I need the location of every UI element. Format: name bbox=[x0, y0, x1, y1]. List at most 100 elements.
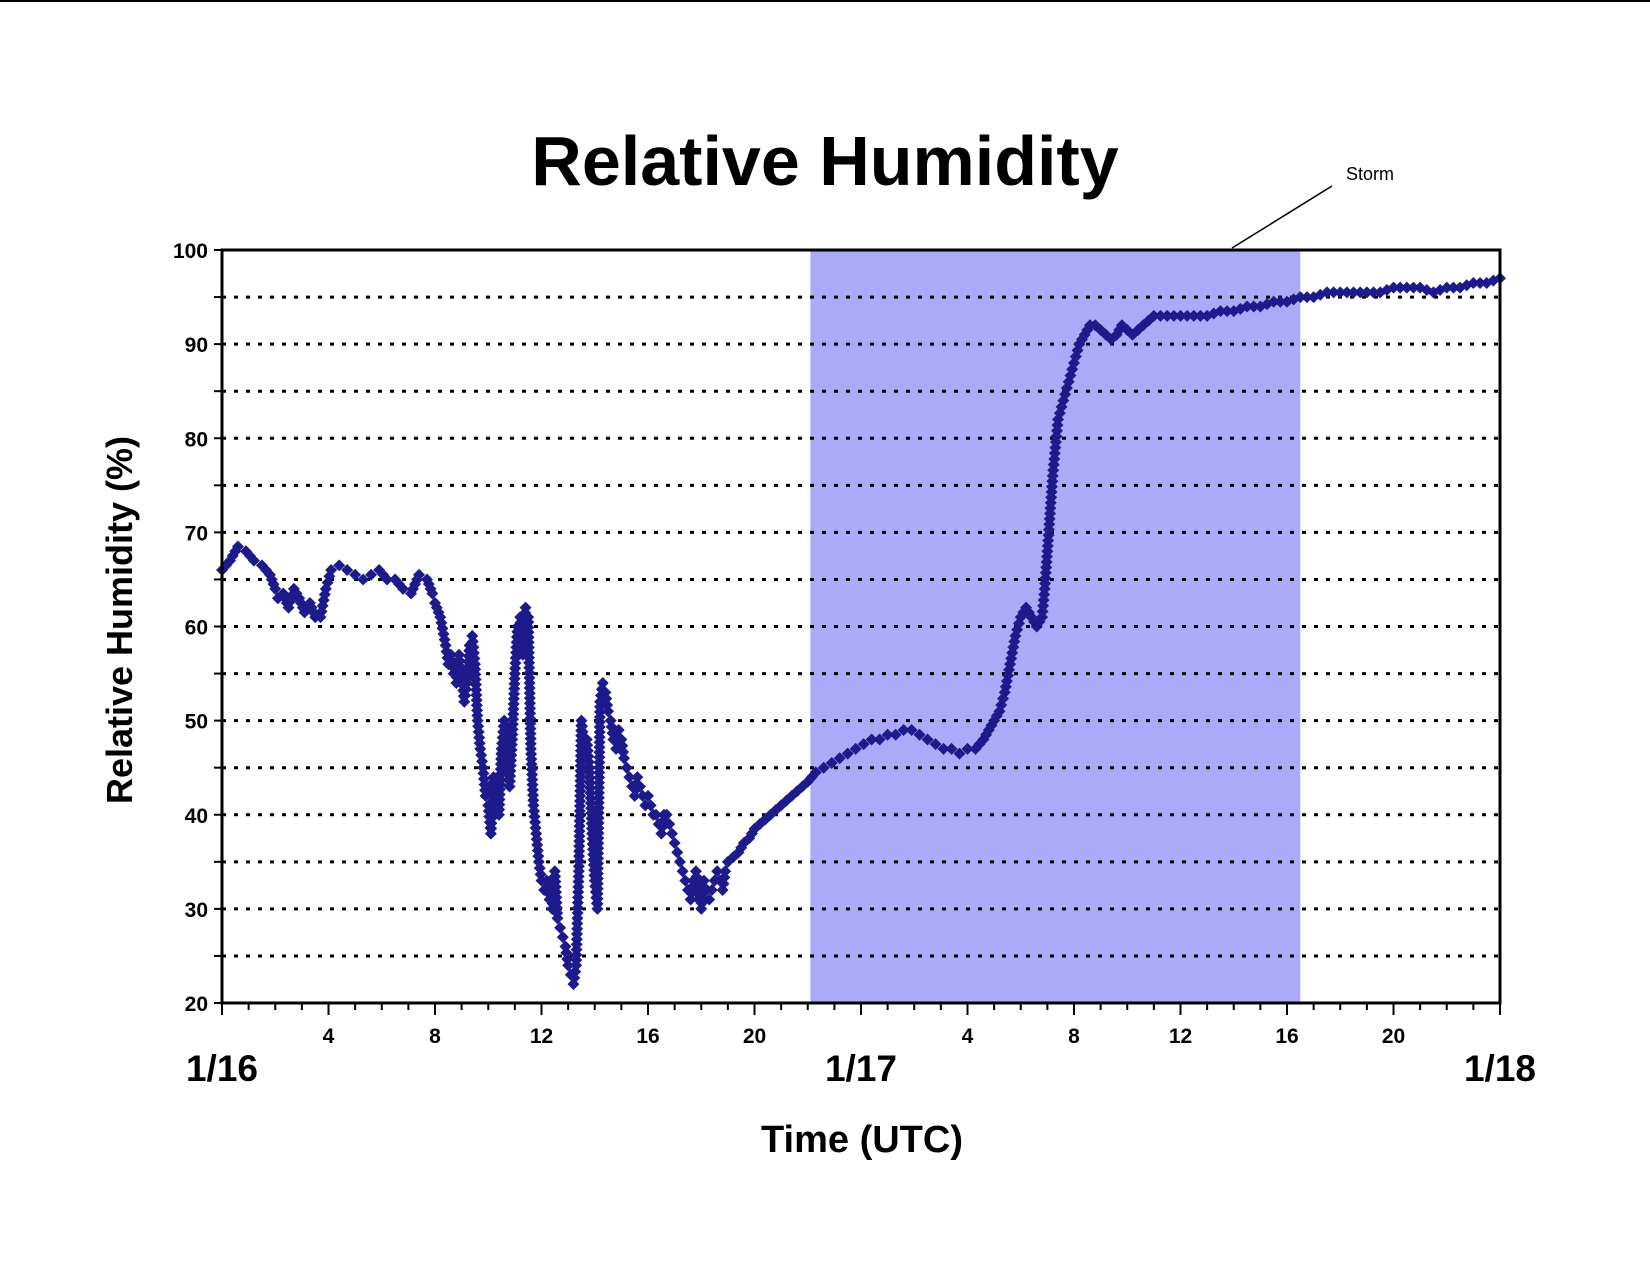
data-point bbox=[620, 761, 633, 774]
data-point bbox=[556, 931, 569, 944]
storm-annotation-leader bbox=[1231, 185, 1333, 249]
data-point bbox=[889, 728, 902, 741]
y-tick-label: 90 bbox=[185, 334, 208, 357]
data-point bbox=[1387, 281, 1400, 294]
x-axis-label: Time (UTC) bbox=[761, 1119, 963, 1161]
data-point-fill bbox=[1354, 286, 1367, 299]
data-point bbox=[1214, 305, 1227, 318]
y-tick-label: 70 bbox=[185, 522, 208, 545]
x-hour-label: 12 bbox=[1169, 1025, 1192, 1048]
data-point-fill bbox=[1274, 295, 1287, 308]
data-point bbox=[881, 728, 894, 741]
data-point bbox=[365, 568, 378, 581]
data-point bbox=[596, 676, 609, 689]
data-point bbox=[618, 752, 631, 765]
data-point bbox=[231, 540, 244, 553]
data-point bbox=[562, 959, 575, 972]
y-tick-label: 50 bbox=[185, 711, 208, 734]
data-point bbox=[554, 921, 567, 934]
data-point-fill bbox=[1247, 300, 1260, 313]
data-point bbox=[961, 742, 974, 755]
grid-lines bbox=[222, 295, 1500, 958]
x-day-label: 1/17 bbox=[825, 1048, 897, 1089]
data-point bbox=[644, 799, 657, 812]
data-point bbox=[1161, 309, 1174, 322]
data-point bbox=[825, 756, 838, 769]
data-point bbox=[1174, 309, 1187, 322]
data-point bbox=[551, 912, 564, 925]
data-point bbox=[817, 761, 830, 774]
data-point bbox=[705, 884, 718, 897]
x-hour-label: 8 bbox=[429, 1025, 441, 1048]
data-point bbox=[1400, 281, 1413, 294]
data-point-fill bbox=[1394, 281, 1407, 294]
data-point bbox=[1347, 286, 1360, 299]
data-points bbox=[216, 272, 1506, 991]
data-point bbox=[673, 855, 686, 868]
data-point bbox=[634, 780, 647, 793]
top-rule bbox=[0, 0, 1650, 2]
data-point bbox=[612, 724, 625, 737]
data-point bbox=[1440, 281, 1453, 294]
data-point bbox=[349, 568, 362, 581]
data-point bbox=[865, 733, 878, 746]
y-axis-label: Relative Humidity (%) bbox=[99, 436, 140, 804]
data-point bbox=[703, 893, 716, 906]
data-point bbox=[676, 865, 689, 878]
data-point bbox=[426, 587, 439, 600]
x-hour-label: 8 bbox=[1068, 1025, 1080, 1048]
data-point-fill bbox=[1407, 281, 1420, 294]
data-point-fill bbox=[1340, 286, 1353, 299]
x-day-label: 1/16 bbox=[186, 1048, 258, 1089]
data-point-fill bbox=[1367, 286, 1380, 299]
x-hour-label: 20 bbox=[743, 1025, 766, 1048]
chart-title: Relative Humidity bbox=[531, 122, 1118, 200]
data-point bbox=[1294, 291, 1307, 304]
data-point bbox=[1267, 295, 1280, 308]
x-hour-label: 4 bbox=[962, 1025, 974, 1048]
data-point bbox=[873, 733, 886, 746]
data-point bbox=[1360, 286, 1373, 299]
data-point bbox=[668, 836, 681, 849]
data-point bbox=[1241, 300, 1254, 313]
data-point bbox=[1334, 286, 1347, 299]
data-point bbox=[397, 582, 410, 595]
data-point bbox=[849, 742, 862, 755]
data-point-fill bbox=[1300, 291, 1313, 304]
data-point bbox=[719, 865, 732, 878]
data-point bbox=[381, 573, 394, 586]
data-point-fill bbox=[1327, 286, 1340, 299]
data-point bbox=[1320, 286, 1333, 299]
data-point bbox=[697, 874, 710, 887]
data-point bbox=[1147, 309, 1160, 322]
data-point bbox=[665, 827, 678, 840]
x-hour-label: 20 bbox=[1382, 1025, 1405, 1048]
x-hour-label: 12 bbox=[530, 1025, 553, 1048]
data-point bbox=[833, 752, 846, 765]
axis-ticks bbox=[214, 249, 1501, 1015]
data-point bbox=[269, 582, 282, 595]
data-point-fill bbox=[1154, 309, 1167, 322]
data-point bbox=[897, 724, 910, 737]
data-point bbox=[642, 789, 654, 802]
y-tick-label: 20 bbox=[185, 993, 208, 1016]
y-tick-label: 60 bbox=[185, 617, 208, 640]
data-point bbox=[913, 728, 926, 741]
data-point bbox=[679, 874, 692, 887]
data-point bbox=[711, 865, 724, 878]
x-day-label: 1/18 bbox=[1464, 1048, 1536, 1089]
data-point bbox=[1187, 309, 1200, 322]
data-point bbox=[413, 568, 426, 581]
data-point bbox=[937, 742, 950, 755]
tick-labels: 20 30 40 50 60 70 80 90 100 4 8 12 16 20 4 8 12 16 20 1/16 1… bbox=[173, 240, 1536, 1089]
data-point bbox=[660, 808, 673, 821]
data-point bbox=[929, 738, 942, 751]
data-point bbox=[357, 573, 370, 586]
data-point bbox=[857, 738, 870, 751]
y-tick-label: 100 bbox=[173, 240, 208, 263]
data-point bbox=[953, 747, 966, 760]
data-point bbox=[247, 554, 260, 567]
data-point bbox=[809, 766, 822, 779]
data-point-fill bbox=[1167, 309, 1180, 322]
data-point-fill bbox=[1221, 305, 1234, 318]
